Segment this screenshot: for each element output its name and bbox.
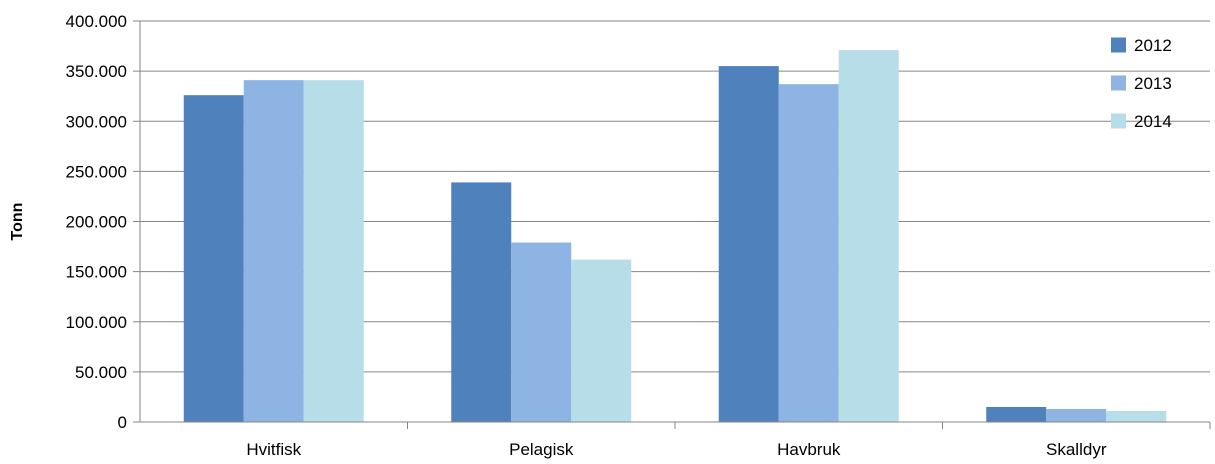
bar-2012-skalldyr <box>986 406 1047 422</box>
bar-2012-havbruk <box>718 66 779 423</box>
y-tick-label: 350.000 <box>66 62 127 81</box>
legend-label-2014: 2014 <box>1134 112 1172 131</box>
y-tick-label: 150.000 <box>66 263 127 282</box>
axes <box>133 20 1211 429</box>
legend-label-2012: 2012 <box>1134 36 1172 55</box>
bars <box>183 50 1167 423</box>
legend: 2012 2013 2014 <box>1111 36 1172 131</box>
bar-2012-hvitfisk <box>183 95 244 422</box>
y-tick-label: 50.000 <box>75 363 127 382</box>
y-tick-label: 0 <box>118 413 127 432</box>
bar-2014-skalldyr <box>1106 410 1167 422</box>
bar-2013-skalldyr <box>1046 408 1107 422</box>
y-tick-label: 250.000 <box>66 162 127 181</box>
y-axis-title: Tonn <box>9 203 26 241</box>
legend-swatch-2013 <box>1111 75 1126 91</box>
bar-2014-hvitfisk <box>303 80 364 423</box>
x-tick-label: Hvitfisk <box>246 440 301 459</box>
bar-2014-havbruk <box>838 50 899 422</box>
y-tick-label: 200.000 <box>66 213 127 232</box>
y-tick-label: 300.000 <box>66 112 127 131</box>
bar-2014-pelagisk <box>571 259 632 422</box>
bar-2013-havbruk <box>778 84 839 422</box>
legend-swatch-2012 <box>1111 37 1126 53</box>
y-tick-labels: 0 50.000 100.000 150.000 200.000 250.000 300.0… <box>66 12 127 432</box>
bar-2013-pelagisk <box>511 242 572 422</box>
x-tick-label: Havbruk <box>777 440 841 459</box>
x-tick-labels: Hvitfisk Pelagisk Havbruk Skalldyr <box>246 440 1106 459</box>
bar-2012-pelagisk <box>451 182 512 422</box>
legend-swatch-2014 <box>1111 113 1126 129</box>
bar-2013-hvitfisk <box>243 80 304 423</box>
y-tick-label: 400.000 <box>66 12 127 31</box>
y-tick-label: 100.000 <box>66 313 127 332</box>
x-tick-label: Pelagisk <box>509 440 574 459</box>
x-tick-label: Skalldyr <box>1046 440 1107 459</box>
legend-label-2013: 2013 <box>1134 74 1172 93</box>
